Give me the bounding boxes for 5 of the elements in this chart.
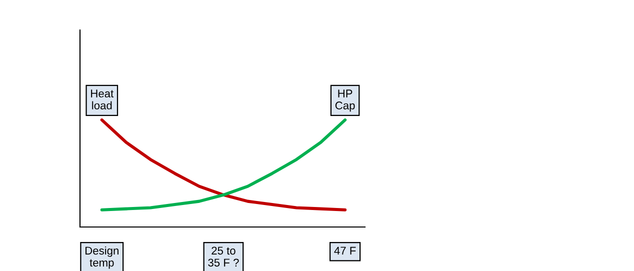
x-tick-label: 25 to 35 F ?: [208, 246, 239, 267]
x-tick-label: Design temp: [86, 246, 118, 269]
x-tick-label: 47 F: [334, 246, 356, 254]
series-label: HP Cap: [335, 90, 355, 112]
series-label: Heat load: [91, 90, 114, 110]
